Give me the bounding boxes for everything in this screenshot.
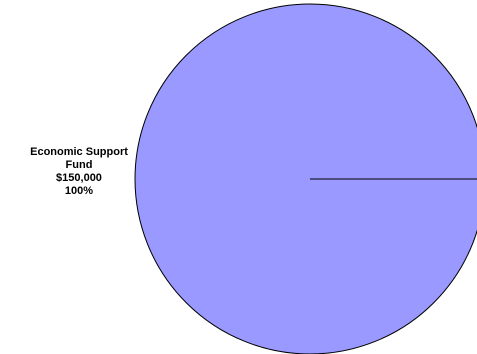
pie-slices: [134, 3, 477, 354]
slice-label-value: $150,000: [56, 172, 102, 184]
slice-label-economic-support-fund: Economic Support Fund $150,000 100%: [4, 146, 154, 198]
slice-label-name-line1: Economic Support: [30, 146, 128, 158]
pie-slice-0: [134, 3, 477, 354]
slice-label-percent: 100%: [64, 185, 94, 197]
slice-label-name-line2: Fund: [65, 159, 93, 171]
